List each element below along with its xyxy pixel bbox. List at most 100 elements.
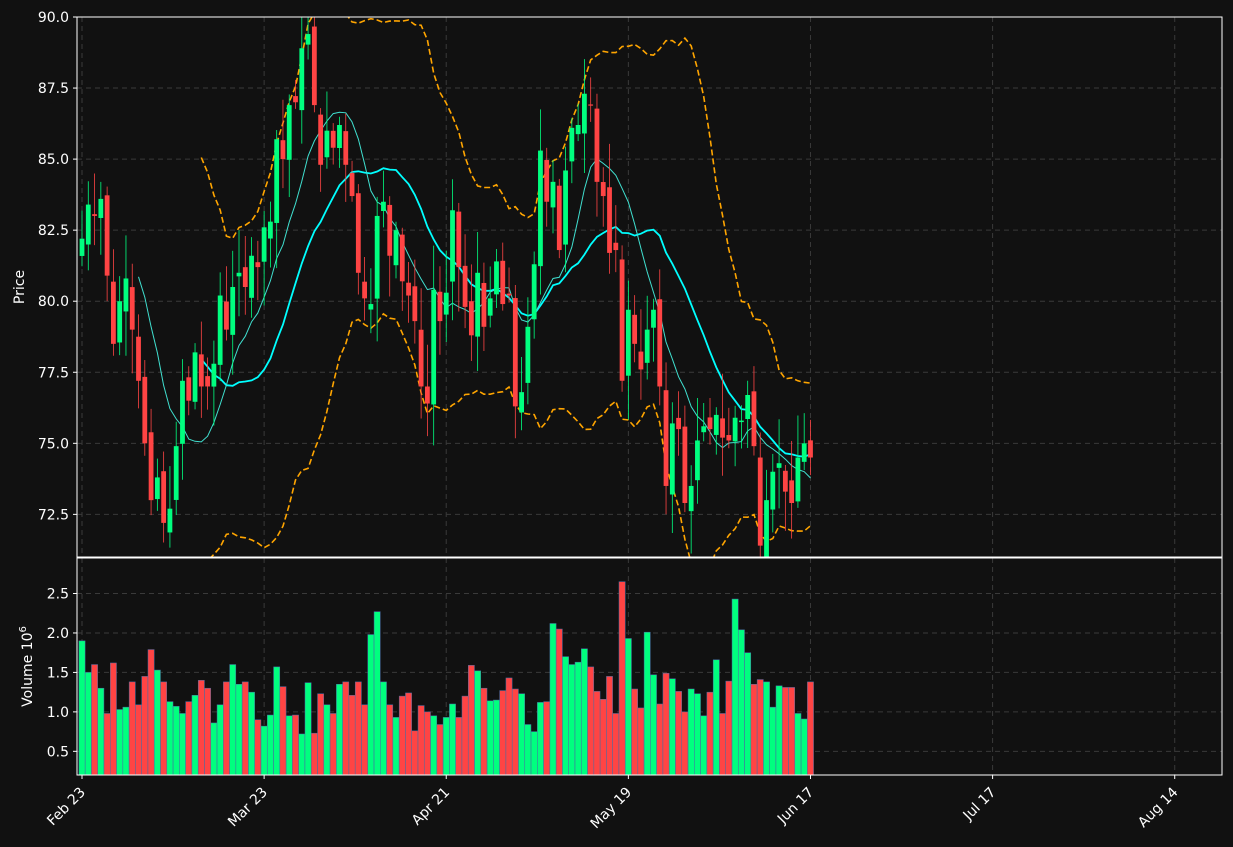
price-ytick-label: 90.0 [38, 10, 69, 26]
candle-body [550, 181, 556, 208]
volume-bar [530, 731, 538, 775]
volume-bar [292, 714, 299, 775]
candle-body [362, 281, 367, 299]
candle-body [406, 282, 411, 296]
volume-bar [662, 672, 670, 775]
volume-bar [436, 724, 444, 775]
volume-bar [618, 581, 626, 775]
candle-body [123, 278, 129, 312]
candle-body [173, 446, 179, 500]
price-panel-frame [76, 16, 1223, 558]
candle-body [544, 160, 550, 202]
candle-body [512, 298, 518, 407]
candle-body [192, 352, 198, 402]
candle-body [619, 259, 625, 381]
candle-body [638, 351, 644, 370]
volume-bar [285, 715, 293, 775]
candle-body [682, 426, 688, 503]
volume-bar [606, 676, 613, 775]
volume-bar [386, 704, 394, 775]
candle-body [236, 272, 242, 277]
volume-bar [587, 666, 595, 775]
volume-bar [537, 702, 544, 775]
volume-bar [336, 684, 343, 775]
candle-body [92, 214, 97, 216]
volume-bar [524, 724, 532, 775]
candle-body [111, 281, 116, 344]
volume-bar [197, 680, 205, 775]
volume-bar [474, 670, 481, 775]
volume-axis-label: Volume 106 [18, 626, 36, 707]
candle-body [688, 485, 694, 512]
price-overlays [138, 17, 812, 557]
volume-bar [135, 704, 142, 775]
candle-body [663, 390, 669, 486]
candle-body [764, 500, 769, 557]
price-ytick-label: 77.5 [38, 365, 69, 381]
volume-bar [775, 685, 783, 775]
candle-body [268, 221, 273, 239]
volume-bar [744, 652, 752, 775]
candle-body [468, 301, 474, 336]
volume-bar [216, 704, 224, 775]
volume-bar [518, 693, 525, 775]
volume-bar [128, 681, 136, 775]
candle-body [801, 443, 807, 462]
price-axis-label: Price [12, 270, 28, 304]
volume-bar [323, 704, 331, 775]
candle-body [349, 173, 355, 197]
volume-bar [612, 713, 620, 775]
volume-bar [97, 687, 105, 775]
volume-bar [298, 733, 306, 775]
volume-bar [342, 681, 350, 775]
candlesticks [79, 17, 813, 557]
volume-ytick-label: 2.0 [47, 626, 69, 642]
volume-bar [800, 718, 808, 775]
candle-body [85, 204, 91, 245]
xtick-label: Jul 17 [960, 785, 1000, 825]
candle-body [776, 463, 782, 468]
candle-body [242, 267, 248, 287]
volume-bar [599, 698, 607, 775]
volume-bar [235, 684, 243, 775]
volume-bar [480, 687, 488, 775]
candle-body [632, 314, 638, 344]
volume-bar [367, 634, 375, 775]
volume-bar [304, 682, 312, 775]
volume-bar [807, 681, 814, 775]
volume-bar [141, 676, 149, 775]
candle-body [249, 255, 254, 298]
volume-bar [631, 688, 638, 775]
candle-body [136, 336, 141, 381]
candle-body [456, 211, 462, 268]
volume-bar [650, 674, 657, 775]
volume-bar [449, 703, 456, 775]
candle-body [255, 262, 261, 268]
candle-body [324, 130, 330, 158]
candle-body [757, 457, 763, 546]
candle-body [355, 193, 361, 273]
candle-body [556, 185, 562, 251]
volume-bar [279, 686, 287, 775]
volume-bar [581, 648, 588, 775]
candle-body [299, 48, 305, 111]
volume-bar [442, 717, 450, 775]
volume-bar [254, 719, 262, 775]
volume-bar [769, 706, 777, 775]
candle-body [707, 417, 713, 430]
candle-body [582, 93, 587, 134]
candle-body [563, 170, 568, 245]
candle-body [745, 395, 751, 420]
volume-bar [380, 681, 387, 775]
volume-bar [505, 677, 513, 775]
volume-bar [361, 704, 368, 775]
candle-body [701, 426, 707, 433]
candle-body [770, 471, 776, 510]
candle-body [211, 363, 217, 387]
candle-body [450, 210, 455, 282]
candle-body [374, 215, 380, 299]
candle-body [600, 182, 606, 197]
volume-panel-frame [76, 557, 1223, 776]
volume-bar [738, 629, 745, 775]
